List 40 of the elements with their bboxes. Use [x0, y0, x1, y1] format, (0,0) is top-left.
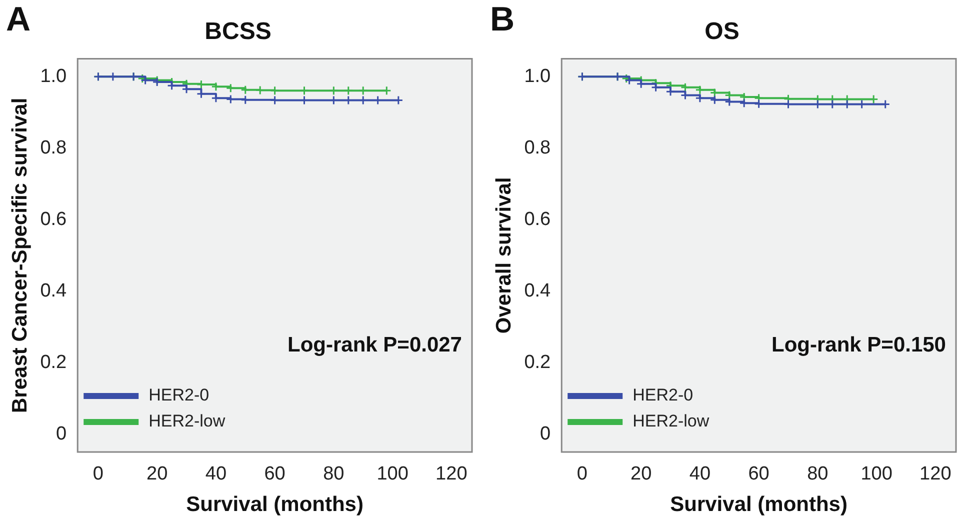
x-tick-label: 60 — [748, 464, 770, 485]
y-tick-label: 1.0 — [524, 66, 551, 87]
x-axis-title: Survival (months) — [186, 493, 364, 516]
x-axis-title: Survival (months) — [670, 493, 848, 516]
legend-label: HER2-0 — [148, 386, 210, 405]
y-axis-title: Overall survival — [492, 177, 516, 334]
y-tick-label: 0.2 — [40, 352, 67, 373]
x-tick-label: 40 — [689, 464, 711, 485]
y-tick-label: 0.8 — [40, 137, 67, 158]
y-tick-label: 0 — [540, 423, 551, 444]
text: A — [6, 0, 31, 38]
legend-label: HER2-low — [632, 412, 710, 431]
x-tick-label: 0 — [576, 464, 588, 485]
x-tick-label: 0 — [92, 464, 104, 485]
x-tick-label: 120 — [920, 464, 952, 485]
y-tick-label: 0.6 — [524, 208, 551, 230]
x-tick-label: 100 — [860, 464, 892, 485]
y-tick-label: 0.4 — [40, 280, 68, 302]
x-tick-label: 80 — [323, 464, 344, 485]
annotation: Log-rank P=0.027 — [288, 334, 462, 357]
chart-title: BCSS — [204, 18, 272, 46]
legend-label: HER2-0 — [632, 386, 694, 405]
x-tick-label: 100 — [376, 464, 408, 485]
y-tick-label: 1.0 — [40, 66, 67, 87]
annotation: Log-rank P=0.150 — [772, 334, 946, 357]
x-tick-label: 80 — [807, 464, 828, 485]
text: B — [490, 0, 515, 38]
y-tick-label: 0.4 — [524, 280, 552, 302]
x-tick-label: 120 — [436, 464, 468, 485]
y-tick-label: 0.6 — [40, 208, 67, 230]
y-tick-label: 0.8 — [524, 137, 551, 158]
y-tick-label: 0.2 — [524, 352, 551, 373]
chart-title: OS — [704, 18, 740, 46]
x-tick-label: 40 — [205, 464, 227, 485]
y-axis-title: Breast Cancer-Specific survival — [8, 98, 32, 413]
x-tick-label: 20 — [146, 464, 168, 485]
legend-label: HER2-low — [148, 412, 226, 431]
x-tick-label: 60 — [264, 464, 286, 485]
x-tick-label: 20 — [630, 464, 652, 485]
y-tick-label: 0 — [56, 423, 67, 444]
